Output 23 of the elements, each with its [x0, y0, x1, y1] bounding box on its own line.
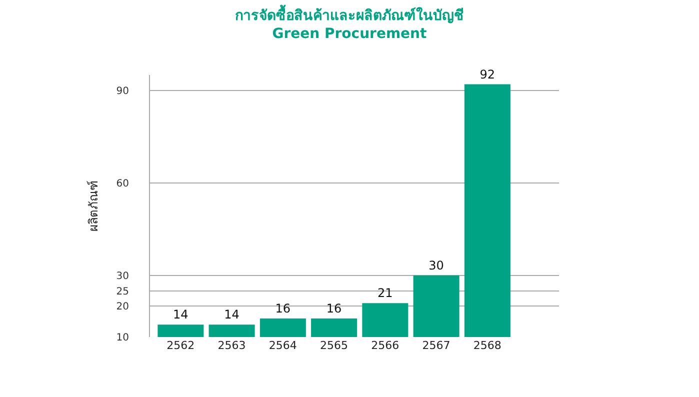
data-label: 16	[275, 302, 291, 316]
y-axis-title: ผลิตภัณฑ์	[86, 180, 101, 232]
y-tick-label: 20	[116, 302, 129, 313]
data-label: 92	[480, 67, 496, 82]
data-label: 21	[378, 286, 393, 300]
y-tick-label: 25	[116, 286, 129, 298]
x-tick-label: 2565	[320, 339, 348, 352]
x-tick-label: 2564	[268, 339, 297, 352]
data-label: 30	[428, 258, 444, 272]
chart-title: การจัดซื้อสินค้าและผลิตภัณฑ์ในบัญชี	[235, 4, 464, 24]
y-tick-label: 10	[116, 332, 129, 344]
x-tick-label: 2563	[218, 339, 246, 352]
x-tick-label: 2567	[422, 339, 450, 352]
data-label: 14	[224, 308, 240, 322]
y-tick-label: 60	[116, 178, 129, 190]
y-tick-label: 30	[116, 270, 129, 282]
x-tick-label: 2562	[166, 339, 195, 352]
x-tick-label: 2566	[371, 339, 400, 352]
x-tick-label: 2568	[473, 339, 502, 352]
data-label: 16	[326, 302, 342, 316]
chart-subtitle: Green Procurement	[272, 26, 428, 42]
data-label: 14	[173, 308, 188, 322]
y-tick-label: 90	[116, 86, 129, 97]
